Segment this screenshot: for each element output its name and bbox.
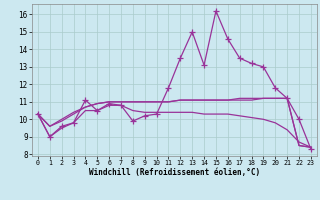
X-axis label: Windchill (Refroidissement éolien,°C): Windchill (Refroidissement éolien,°C) xyxy=(89,168,260,177)
